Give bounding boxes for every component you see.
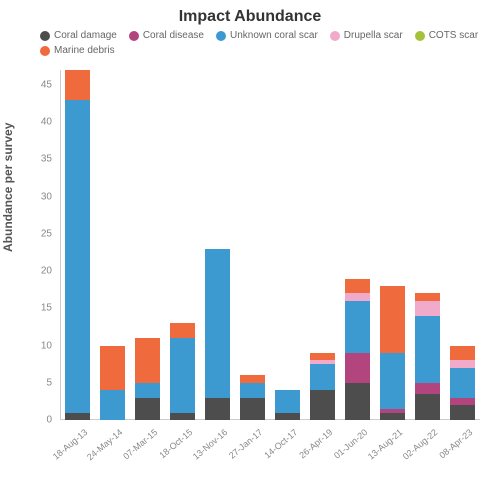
bar-segment	[100, 346, 125, 391]
legend-label: Drupella scar	[344, 30, 403, 41]
bar-segment	[450, 360, 475, 367]
bar-group	[240, 375, 265, 420]
legend-swatch	[216, 31, 226, 41]
bar-group	[65, 70, 90, 420]
bar-segment	[415, 293, 440, 300]
bar-segment	[135, 383, 160, 398]
bar-group	[135, 338, 160, 420]
legend-item: Unknown coral scar	[216, 30, 318, 41]
y-tick: 35	[41, 154, 52, 165]
legend-label: Marine debris	[54, 45, 115, 56]
bar-segment	[65, 70, 90, 100]
bar-segment	[135, 398, 160, 420]
legend-label: Coral damage	[54, 30, 117, 41]
legend-label: Coral disease	[143, 30, 204, 41]
legend-swatch	[40, 31, 50, 41]
bar-group	[205, 249, 230, 420]
y-tick: 10	[41, 340, 52, 351]
bar-segment	[345, 383, 370, 420]
plot-area	[60, 70, 480, 420]
y-tick: 25	[41, 228, 52, 239]
bar-segment	[450, 368, 475, 398]
legend-swatch	[330, 31, 340, 41]
bar-segment	[450, 346, 475, 361]
y-tick: 45	[41, 79, 52, 90]
bar-segment	[415, 301, 440, 316]
bar-segment	[380, 286, 405, 353]
bar-segment	[345, 293, 370, 300]
bar-segment	[100, 390, 125, 420]
bars-container	[60, 70, 480, 420]
bar-group	[415, 293, 440, 420]
bar-segment	[240, 383, 265, 398]
bar-group	[345, 279, 370, 420]
bar-segment	[275, 413, 300, 420]
legend-item: Coral disease	[129, 30, 204, 41]
bar-group	[450, 346, 475, 420]
bar-segment	[205, 398, 230, 420]
legend-item: Marine debris	[40, 45, 115, 56]
bar-group	[170, 323, 195, 420]
bar-group	[100, 346, 125, 420]
bar-segment	[310, 353, 335, 360]
impact-abundance-chart: Impact Abundance Coral damage Coral disea…	[0, 0, 500, 500]
bar-group	[275, 390, 300, 420]
y-tick: 30	[41, 191, 52, 202]
legend-swatch	[129, 31, 139, 41]
chart-title: Impact Abundance	[0, 0, 500, 26]
bar-segment	[450, 398, 475, 405]
bar-segment	[170, 413, 195, 420]
bar-segment	[240, 375, 265, 382]
bar-segment	[450, 405, 475, 420]
bar-segment	[65, 413, 90, 420]
bar-segment	[345, 279, 370, 294]
legend-item: Coral damage	[40, 30, 117, 41]
y-axis-ticks: 051015202530354045	[0, 70, 56, 420]
y-tick: 20	[41, 266, 52, 277]
bar-segment	[310, 390, 335, 420]
bar-segment	[135, 338, 160, 383]
legend-swatch	[40, 46, 50, 56]
legend-swatch	[415, 31, 425, 41]
y-tick: 40	[41, 117, 52, 128]
bar-segment	[65, 100, 90, 413]
bar-segment	[240, 398, 265, 420]
y-tick: 0	[46, 415, 52, 426]
y-tick: 5	[46, 377, 52, 388]
bar-segment	[380, 353, 405, 409]
y-tick: 15	[41, 303, 52, 314]
bar-group	[380, 286, 405, 420]
chart-legend: Coral damage Coral disease Unknown coral s…	[0, 26, 500, 56]
bar-segment	[345, 301, 370, 353]
bar-group	[310, 353, 335, 420]
bar-segment	[170, 338, 195, 412]
bar-segment	[415, 394, 440, 420]
bar-segment	[345, 353, 370, 383]
legend-item: COTS scar	[415, 30, 478, 41]
bar-segment	[275, 390, 300, 412]
bar-segment	[415, 316, 440, 383]
bar-segment	[415, 383, 440, 394]
bar-segment	[205, 249, 230, 398]
legend-label: Unknown coral scar	[230, 30, 318, 41]
legend-label: COTS scar	[429, 30, 478, 41]
bar-segment	[170, 323, 195, 338]
legend-item: Drupella scar	[330, 30, 403, 41]
bar-segment	[310, 364, 335, 390]
bar-segment	[380, 413, 405, 420]
